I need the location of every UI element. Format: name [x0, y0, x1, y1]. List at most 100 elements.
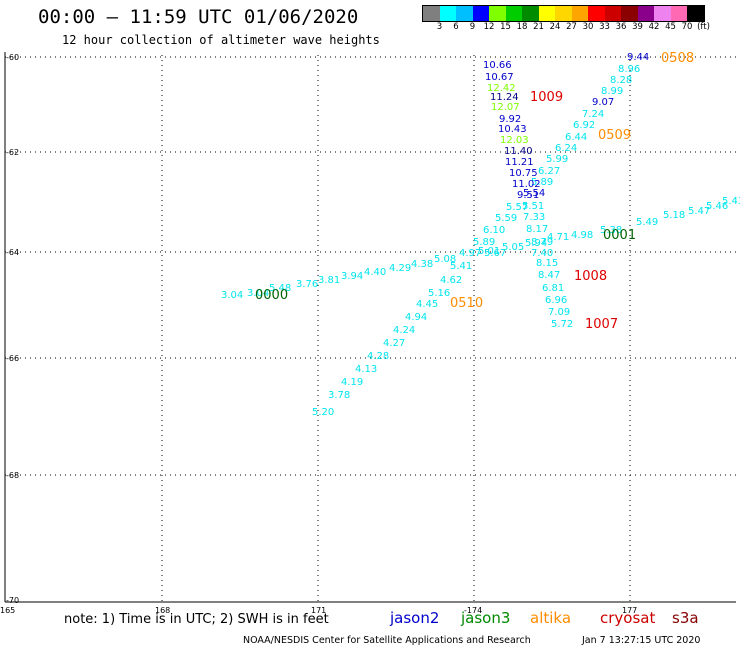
wave-height-value: 6.24 [555, 143, 577, 154]
wave-height-value: 5.72 [551, 319, 573, 330]
scale-swatch [670, 6, 687, 21]
wave-height-value: 5.48 [269, 283, 291, 294]
satellite-legend-cryosat: cryosat [600, 609, 656, 627]
longitude-label: 168 [155, 606, 170, 615]
wave-height-value: 5.05 [502, 242, 524, 253]
generated-timestamp: Jan 7 13:27:15 UTC 2020 [582, 635, 701, 646]
latitude-label: -66 [6, 354, 19, 363]
scale-swatch [423, 6, 440, 21]
track-id-0510: 0510 [450, 296, 483, 311]
wave-height-value: 5.51 [522, 201, 544, 212]
wave-height-value: 5.46 [706, 201, 728, 212]
satellite-legend-altika: altika [530, 609, 572, 627]
scale-swatch [472, 6, 489, 21]
latitude-label: -68 [6, 471, 19, 480]
scale-label: 70 [681, 22, 693, 32]
scale-label: 6 [453, 22, 459, 32]
wave-height-value: 9.51 [517, 190, 539, 201]
wave-height-value: 12.07 [491, 102, 520, 113]
wave-height-value: 6.96 [545, 295, 567, 306]
wave-height-value: 10.66 [483, 60, 512, 71]
wave-height-value: 4.28 [367, 351, 389, 362]
wave-height-value: 3.76 [296, 279, 318, 290]
wave-height-value: 5.47 [688, 206, 710, 217]
scale-label: 45 [665, 22, 676, 32]
scale-label: 33 [599, 22, 610, 32]
scale-swatch [489, 6, 506, 21]
wave-height-value: 6.92 [573, 120, 595, 131]
latitude-label: -64 [6, 248, 19, 257]
scale-swatch [538, 6, 555, 21]
scale-label: 39 [632, 22, 643, 32]
wave-height-value: 11.21 [505, 157, 534, 168]
wave-height-value: 7.24 [582, 109, 604, 120]
scale-swatch [505, 6, 522, 21]
page-title: 00:00 — 11:59 UTC 01/06/2020 [38, 6, 359, 28]
wave-height-value: 4.24 [393, 325, 415, 336]
wave-height-value: 9.07 [592, 97, 614, 108]
wave-height-value: 10.43 [498, 124, 527, 135]
wave-height-value: 8.79 [531, 237, 553, 248]
credit-text: NOAA/NESDIS Center for Satellite Applica… [243, 635, 531, 646]
wave-height-value: 5.43 [722, 196, 740, 207]
scale-swatch [604, 6, 621, 21]
longitude-label: 165 [0, 606, 15, 615]
wave-height-value: 4.27 [383, 338, 405, 349]
track-id-1008: 1008 [574, 269, 607, 284]
footer-note: note: 1) Time is in UTC; 2) SWH is in fe… [64, 612, 329, 627]
track-id-1007: 1007 [585, 317, 618, 332]
wave-height-value: 3.04 [247, 288, 269, 299]
wave-height-value: 4.38 [411, 259, 433, 270]
wave-height-value: 8.96 [618, 64, 640, 75]
wave-height-value: 11.24 [490, 92, 519, 103]
scale-label: 21 [533, 22, 544, 32]
wave-height-value: 5.59 [495, 213, 517, 224]
longitude-label: -174 [464, 606, 482, 615]
scale-swatch [654, 6, 671, 21]
scale-label: 30 [582, 22, 594, 32]
scale-swatch [522, 6, 539, 21]
wave-height-value: 12.42 [487, 83, 516, 94]
scale-label: (ft) [697, 22, 710, 32]
track-id-0000: 0000 [255, 288, 288, 303]
wave-height-value: 5.89 [531, 177, 553, 188]
scale-swatches [422, 5, 705, 22]
wave-height-value: 5.89 [473, 237, 495, 248]
scale-label: 9 [469, 22, 476, 32]
wave-height-value: 7.40 [531, 248, 553, 259]
wave-height-value: 4.98 [571, 230, 593, 241]
wave-height-value: 8.99 [601, 86, 623, 97]
track-id-1009: 1009 [530, 90, 563, 105]
wave-height-value: 4.40 [364, 267, 386, 278]
wave-height-value: 10.75 [509, 168, 538, 179]
wave-height-value: 6.44 [565, 132, 587, 143]
scale-label: 42 [648, 22, 660, 32]
wave-height-value: 5.16 [428, 288, 450, 299]
scale-label: 36 [615, 22, 627, 32]
scale-swatch [571, 6, 588, 21]
scale-swatch [637, 6, 654, 21]
wave-height-value: 3.78 [328, 390, 350, 401]
wave-height-value: 4.29 [389, 263, 411, 274]
wave-height-value: 5.67 [484, 248, 506, 259]
scale-swatch [439, 6, 456, 21]
wave-height-value: 4.19 [341, 377, 363, 388]
wave-height-value: 10.67 [485, 72, 514, 83]
wave-height-value: 5.18 [663, 210, 685, 221]
scale-label: 18 [516, 22, 528, 32]
scale-swatch [588, 6, 605, 21]
wave-height-value: 8.28 [610, 75, 632, 86]
wave-height-value: 8.15 [536, 258, 558, 269]
scale-swatch [456, 6, 473, 21]
satellite-legend-jason2: jason2 [390, 609, 440, 627]
wave-height-value: 3.81 [318, 275, 340, 286]
scale-label: 3 [436, 22, 443, 32]
wave-height-value: 4.97 [459, 248, 481, 259]
scale-label: 24 [549, 22, 561, 32]
wave-height-value: 5.38 [600, 225, 622, 236]
wave-height-value: 9.44 [627, 52, 649, 63]
scale-label: 12 [483, 22, 495, 32]
wave-height-value: 4.94 [405, 312, 427, 323]
wave-height-value: 9.92 [499, 114, 521, 125]
wave-height-value: 4.13 [355, 364, 377, 375]
